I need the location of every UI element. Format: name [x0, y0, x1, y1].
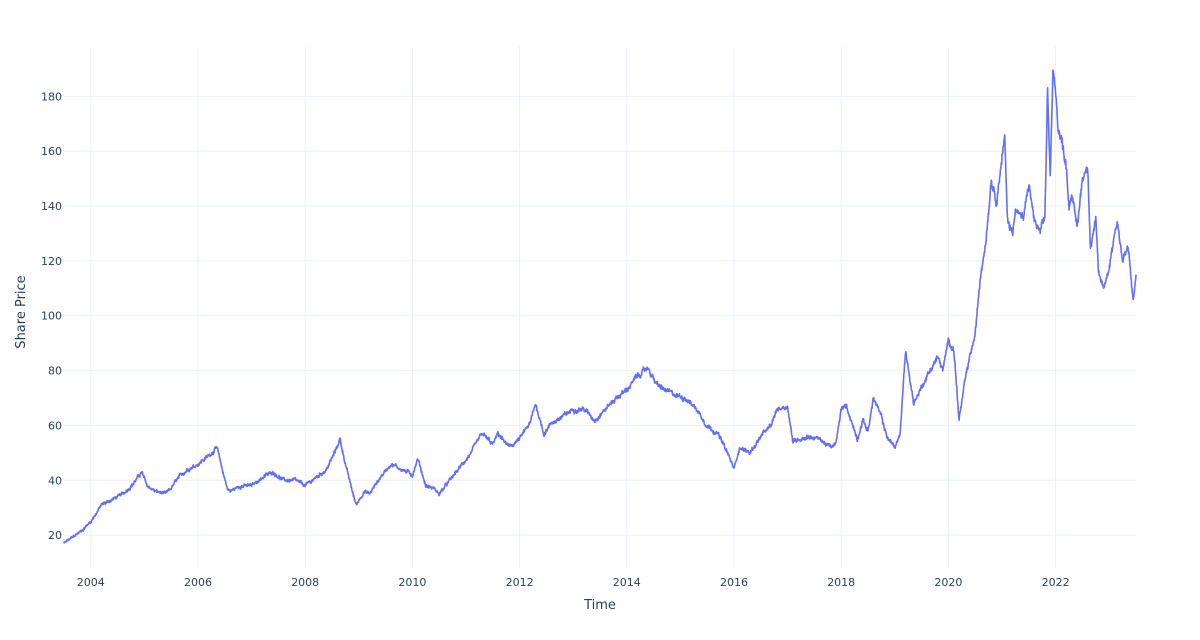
y-axis-title: Share Price — [14, 275, 29, 348]
x-tick-label: 2020 — [934, 576, 962, 589]
y-tick-label: 60 — [48, 419, 62, 432]
x-axis-ticks: 2004 2006 2008 2010 2012 2014 2016 2018 2020 2022 — [77, 576, 1070, 589]
x-tick-label: 2004 — [77, 576, 105, 589]
price-series-line — [63, 69, 1137, 544]
y-tick-label: 40 — [48, 474, 62, 487]
x-tick-label: 2016 — [720, 576, 748, 589]
x-tick-label: 2018 — [827, 576, 855, 589]
y-tick-label: 20 — [48, 529, 62, 542]
y-tick-label: 140 — [41, 200, 62, 213]
y-tick-label: 160 — [41, 145, 62, 158]
x-tick-label: 2006 — [184, 576, 212, 589]
y-tick-label: 100 — [41, 310, 62, 323]
x-tick-label: 2014 — [613, 576, 641, 589]
x-tick-label: 2008 — [291, 576, 319, 589]
y-axis-ticks: 20 40 60 80 100 120 140 160 180 — [41, 90, 62, 542]
x-axis-title: Time — [583, 598, 616, 613]
x-tick-label: 2012 — [506, 576, 534, 589]
series-layer — [63, 69, 1137, 544]
x-tick-label: 2022 — [1042, 576, 1070, 589]
x-tick-label: 2010 — [398, 576, 426, 589]
y-tick-label: 80 — [48, 365, 62, 378]
grid-lines — [64, 47, 1136, 568]
y-tick-label: 120 — [41, 255, 62, 268]
y-tick-label: 180 — [41, 90, 62, 103]
